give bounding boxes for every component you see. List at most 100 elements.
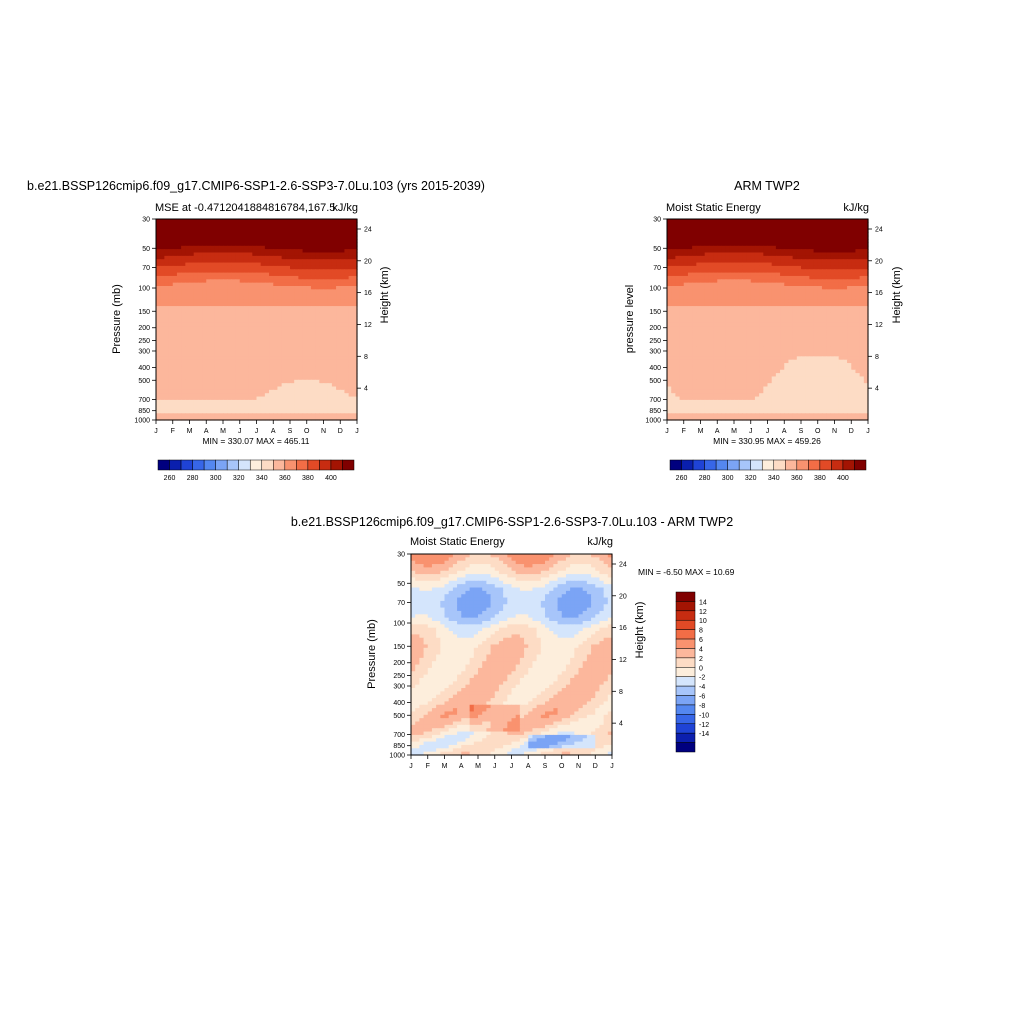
contour-cell <box>227 342 232 347</box>
contour-cell <box>227 339 232 344</box>
contour-cell <box>323 255 329 260</box>
contour-cell <box>164 379 170 384</box>
contour-cell <box>679 272 685 277</box>
contour-cell <box>277 309 283 314</box>
contour-cell <box>717 299 723 304</box>
contour-cell <box>842 219 848 223</box>
contour-cell <box>340 312 346 317</box>
contour-cell <box>210 229 216 233</box>
contour-cell <box>273 363 279 367</box>
contour-cell <box>260 399 266 404</box>
contour-cell <box>176 242 182 247</box>
contour-cell <box>168 296 174 300</box>
contour-cell <box>243 299 249 304</box>
contour-cell <box>826 353 831 357</box>
contour-cell <box>842 322 848 327</box>
contour-cell <box>269 366 274 371</box>
contour-cell <box>218 332 224 337</box>
contour-cell <box>281 239 287 244</box>
contour-cell <box>687 279 693 284</box>
contour-cell <box>273 373 279 378</box>
contour-cell <box>294 255 299 260</box>
contour-cell <box>801 342 806 347</box>
contour-cell <box>352 336 358 341</box>
contour-cell <box>218 383 224 388</box>
contour-cell <box>713 232 718 237</box>
contour-cell <box>725 329 731 334</box>
contour-cell <box>801 259 806 264</box>
contour-cell <box>290 259 295 264</box>
contour-cell <box>809 299 815 304</box>
contour-cell <box>704 349 710 354</box>
contour-cell <box>302 275 308 280</box>
contour-cell <box>336 309 341 314</box>
contour-cell <box>189 272 195 277</box>
contour-cell <box>210 262 216 267</box>
contour-cell <box>269 399 274 404</box>
contour-cell <box>738 286 743 290</box>
contour-cell <box>218 373 224 378</box>
contour-cell <box>721 309 727 314</box>
contour-cell <box>269 383 274 388</box>
contour-cell <box>863 346 869 351</box>
contour-cell <box>197 316 203 321</box>
contour-cell <box>202 316 207 321</box>
contour-cell <box>239 356 245 361</box>
contour-cell <box>302 386 308 391</box>
contour-cell <box>239 296 245 300</box>
contour-cell <box>687 262 693 267</box>
contour-cell <box>185 275 191 280</box>
contour-cell <box>863 319 869 324</box>
contour-cell <box>319 255 325 260</box>
contour-cell <box>340 416 346 421</box>
y-tick-label: 50 <box>142 246 150 253</box>
contour-cell <box>252 252 258 257</box>
contour-cell <box>248 255 253 260</box>
contour-cell <box>767 292 773 297</box>
contour-cell <box>667 289 672 294</box>
contour-cell <box>260 259 266 264</box>
contour-cell <box>306 225 312 230</box>
contour-cell <box>763 262 769 267</box>
contour-cell <box>734 326 739 331</box>
contour-cell <box>771 282 777 287</box>
contour-cell <box>252 272 258 277</box>
contour-cell <box>746 269 752 274</box>
contour-cell <box>176 396 182 401</box>
contour-cell <box>264 406 270 411</box>
contour-cell <box>315 312 320 317</box>
contour-cell <box>218 302 224 307</box>
contour-cell <box>181 386 186 391</box>
contour-cell <box>817 339 823 344</box>
contour-cell <box>294 275 299 280</box>
contour-cell <box>202 249 207 254</box>
contour-cell <box>821 262 827 267</box>
contour-cell <box>352 406 358 411</box>
contour-cell <box>206 329 212 334</box>
contour-cell <box>227 353 232 357</box>
contour-cell <box>202 306 207 311</box>
contour-cell <box>319 369 325 374</box>
contour-cell <box>826 265 831 270</box>
contour-cell <box>847 306 852 311</box>
contour-cell <box>834 306 840 311</box>
contour-cell <box>838 242 844 247</box>
contour-cell <box>264 383 270 388</box>
contour-cell <box>340 286 346 290</box>
contour-cell <box>344 369 350 374</box>
contour-cell <box>193 403 199 408</box>
contour-cell <box>273 409 279 414</box>
contour-cell <box>160 332 165 337</box>
contour-cell <box>323 379 329 384</box>
contour-cell <box>285 316 291 321</box>
contour-cell <box>780 342 785 347</box>
contour-cell <box>725 229 731 233</box>
contour-cell <box>181 272 186 277</box>
contour-cell <box>214 225 220 230</box>
contour-cell <box>813 255 819 260</box>
contour-cell <box>327 296 333 300</box>
contour-cell <box>264 245 270 250</box>
contour-cell <box>277 342 283 347</box>
contour-cell <box>248 329 253 334</box>
contour-cell <box>763 289 769 294</box>
